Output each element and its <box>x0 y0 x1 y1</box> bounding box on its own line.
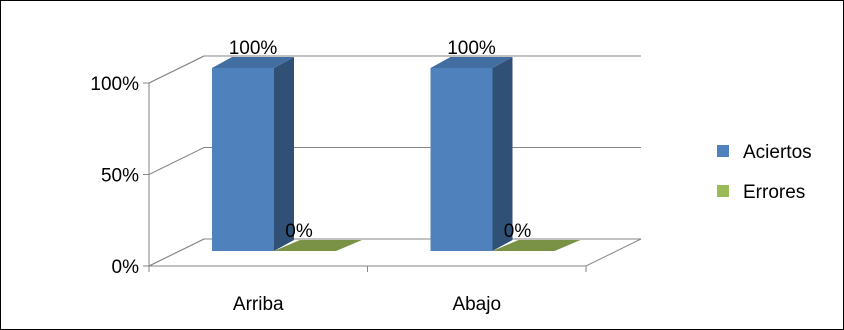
data-label: 0% <box>504 221 532 242</box>
bar-errores-abajo <box>492 240 581 251</box>
data-label: 0% <box>285 221 313 242</box>
bars <box>212 57 581 251</box>
bar-top <box>430 57 513 68</box>
x-axis-label: Arriba <box>233 294 284 315</box>
y-tick-label: 50% <box>101 166 139 187</box>
legend-label-errores: Errores <box>743 182 805 203</box>
bar-front <box>212 68 274 251</box>
bar-side <box>274 57 294 251</box>
legend: Aciertos Errores <box>717 142 812 203</box>
bar-front <box>430 68 493 251</box>
bar-aciertos-abajo <box>430 57 513 251</box>
x-axis-labels: Arriba Abajo <box>148 266 587 315</box>
data-label: 100% <box>229 38 278 59</box>
legend-label-aciertos: Aciertos <box>743 142 812 163</box>
bar-top <box>274 240 362 251</box>
data-labels: 100% 0% 100% 0% <box>229 38 532 242</box>
bar-aciertos-arriba <box>212 57 294 251</box>
bar-top <box>492 240 581 251</box>
y-tick-label: 100% <box>90 74 139 95</box>
data-label: 100% <box>447 38 496 59</box>
bar-top <box>212 57 294 68</box>
bar-side <box>492 57 513 251</box>
y-tick-label: 0% <box>112 257 140 278</box>
x-axis-label: Abajo <box>452 294 501 315</box>
y-axis-ticks: 0% 50% 100% <box>90 74 149 278</box>
bar-errores-arriba <box>274 240 362 251</box>
gridline <box>148 55 641 84</box>
legend-swatch-aciertos <box>717 145 729 157</box>
legend-swatch-errores <box>717 185 729 197</box>
